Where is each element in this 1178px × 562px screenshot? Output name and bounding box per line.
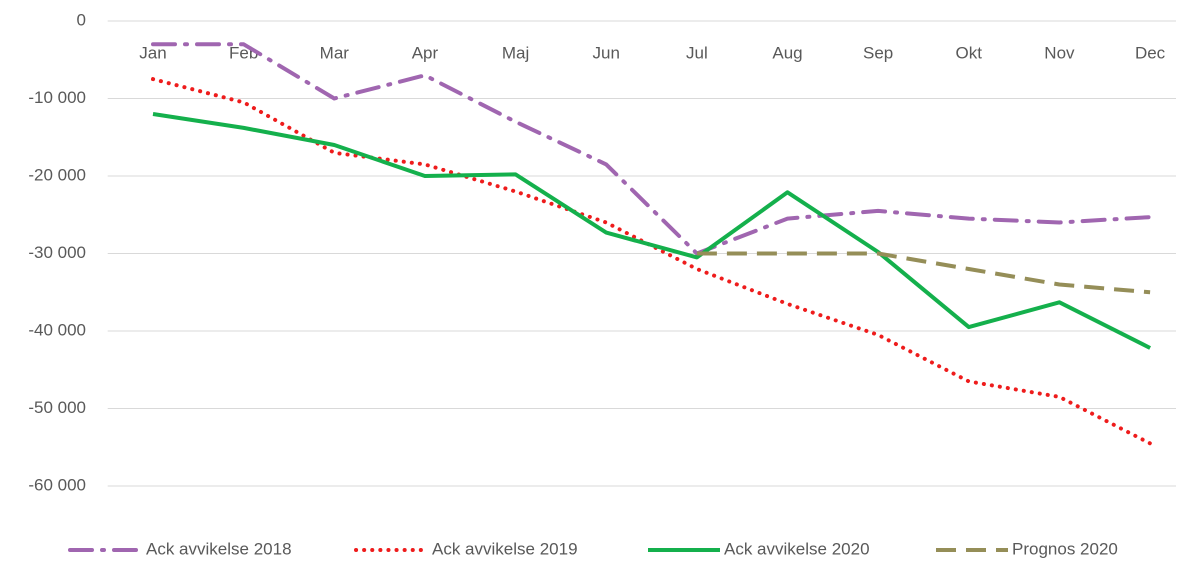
y-tick-label: -40 000	[28, 320, 86, 339]
x-tick-label: Aug	[772, 43, 802, 62]
y-tick-label: -60 000	[28, 475, 86, 494]
x-tick-label: Apr	[412, 43, 439, 62]
legend-label: Prognos 2020	[1012, 539, 1118, 558]
y-tick-label: -30 000	[28, 243, 86, 262]
x-tick-label: Jan	[139, 43, 166, 62]
x-tick-label: Dec	[1135, 43, 1166, 62]
x-tick-label: Nov	[1044, 43, 1075, 62]
series-line	[696, 251, 1151, 295]
legend-label: Ack avvikelse 2018	[146, 539, 292, 558]
series-line	[152, 112, 1151, 350]
x-tick-label: Mar	[320, 43, 350, 62]
series-line	[151, 77, 1153, 446]
y-tick-label: -50 000	[28, 398, 86, 417]
x-tick-label: Jul	[686, 43, 708, 62]
x-tick-label: Sep	[863, 43, 893, 62]
legend-label: Ack avvikelse 2019	[432, 539, 578, 558]
y-tick-label: -10 000	[28, 88, 86, 107]
x-tick-label: Okt	[956, 43, 983, 62]
legend-label: Ack avvikelse 2020	[724, 539, 870, 558]
series-line	[151, 42, 1153, 256]
y-tick-label: -20 000	[28, 165, 86, 184]
y-tick-label: 0	[77, 10, 86, 29]
x-tick-label: Jun	[593, 43, 620, 62]
x-tick-label: Maj	[502, 43, 529, 62]
